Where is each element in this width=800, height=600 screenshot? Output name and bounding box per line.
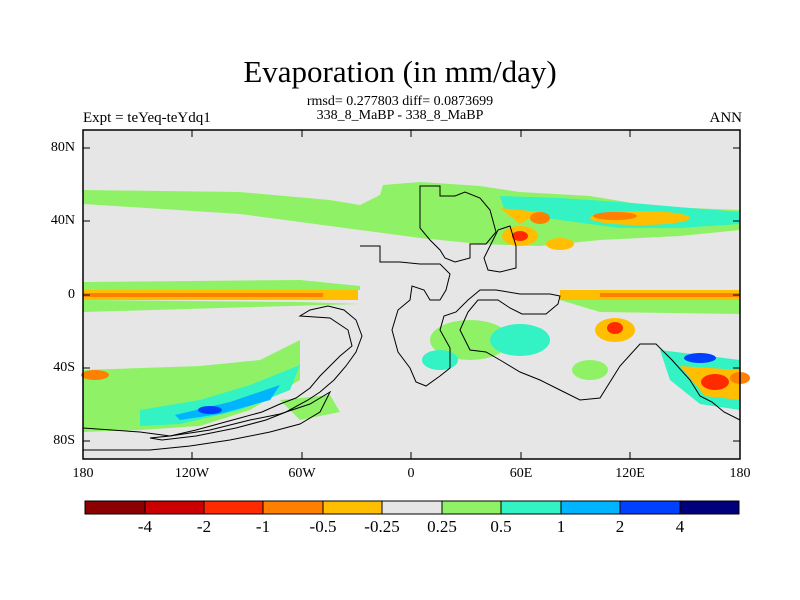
stats-block: rmsd= 0.277803 diff= 0.0873699 338_8_MaB… [0, 95, 800, 123]
colorbar-box-11 [679, 500, 740, 515]
colorbar-label-4: -0.5 [309, 517, 337, 536]
colorbar-box-9 [560, 500, 621, 515]
colorbar-label-10: 4 [675, 517, 685, 536]
colorbar-box-1 [84, 500, 146, 515]
case-names-text: 338_8_MaBP - 338_8_MaBP [316, 108, 484, 123]
anomaly-field [81, 182, 750, 432]
colorbar-box-5 [322, 500, 383, 515]
lon-label-0: 0 [407, 466, 415, 481]
colorbar-label-7: 0.5 [490, 517, 512, 536]
colorbar-box-6 [381, 500, 443, 515]
colorbar [84, 500, 740, 515]
colorbar-label-2: -2 [196, 517, 212, 536]
colorbar-label-5: -0.25 [364, 517, 400, 536]
rmsd-diff-text: rmsd= 0.277803 diff= 0.0873699 [306, 94, 494, 109]
axis-ticks [83, 130, 740, 459]
colorbar-box-7 [441, 500, 502, 515]
lat-label-80s: 80S [53, 433, 75, 448]
lat-label-40n: 40N [50, 213, 75, 228]
colorbar-box-2 [144, 500, 205, 515]
colorbar-box-8 [500, 500, 562, 515]
colorbar-box-4 [262, 500, 324, 515]
lat-label-40s: 40S [53, 360, 75, 375]
colorbar-box-3 [203, 500, 264, 515]
experiment-label: Expt = teYeq-teYdq1 [83, 110, 211, 126]
colorbar-label-1: -4 [137, 517, 153, 536]
map-title: Evaporation (in mm/day) [243, 54, 557, 89]
colorbar-label-9: 2 [615, 517, 625, 536]
season-label: ANN [709, 110, 743, 126]
colorbar-box-10 [619, 500, 681, 515]
colorbar-label-3: -1 [255, 517, 271, 536]
lon-label-120w: 120W [174, 466, 210, 481]
lon-label-60w: 60W [288, 466, 316, 481]
lon-label-180w: 180 [72, 466, 94, 481]
lon-label-60e: 60E [509, 466, 533, 481]
colorbar-label-6: 0.25 [427, 517, 457, 536]
lon-label-180e: 180 [729, 466, 751, 481]
lat-label-eq: 0 [68, 287, 75, 302]
colorbar-label-8: 1 [556, 517, 566, 536]
lon-label-120e: 120E [615, 466, 645, 481]
lat-label-80n: 80N [50, 140, 75, 155]
continent-outlines [82, 185, 741, 451]
